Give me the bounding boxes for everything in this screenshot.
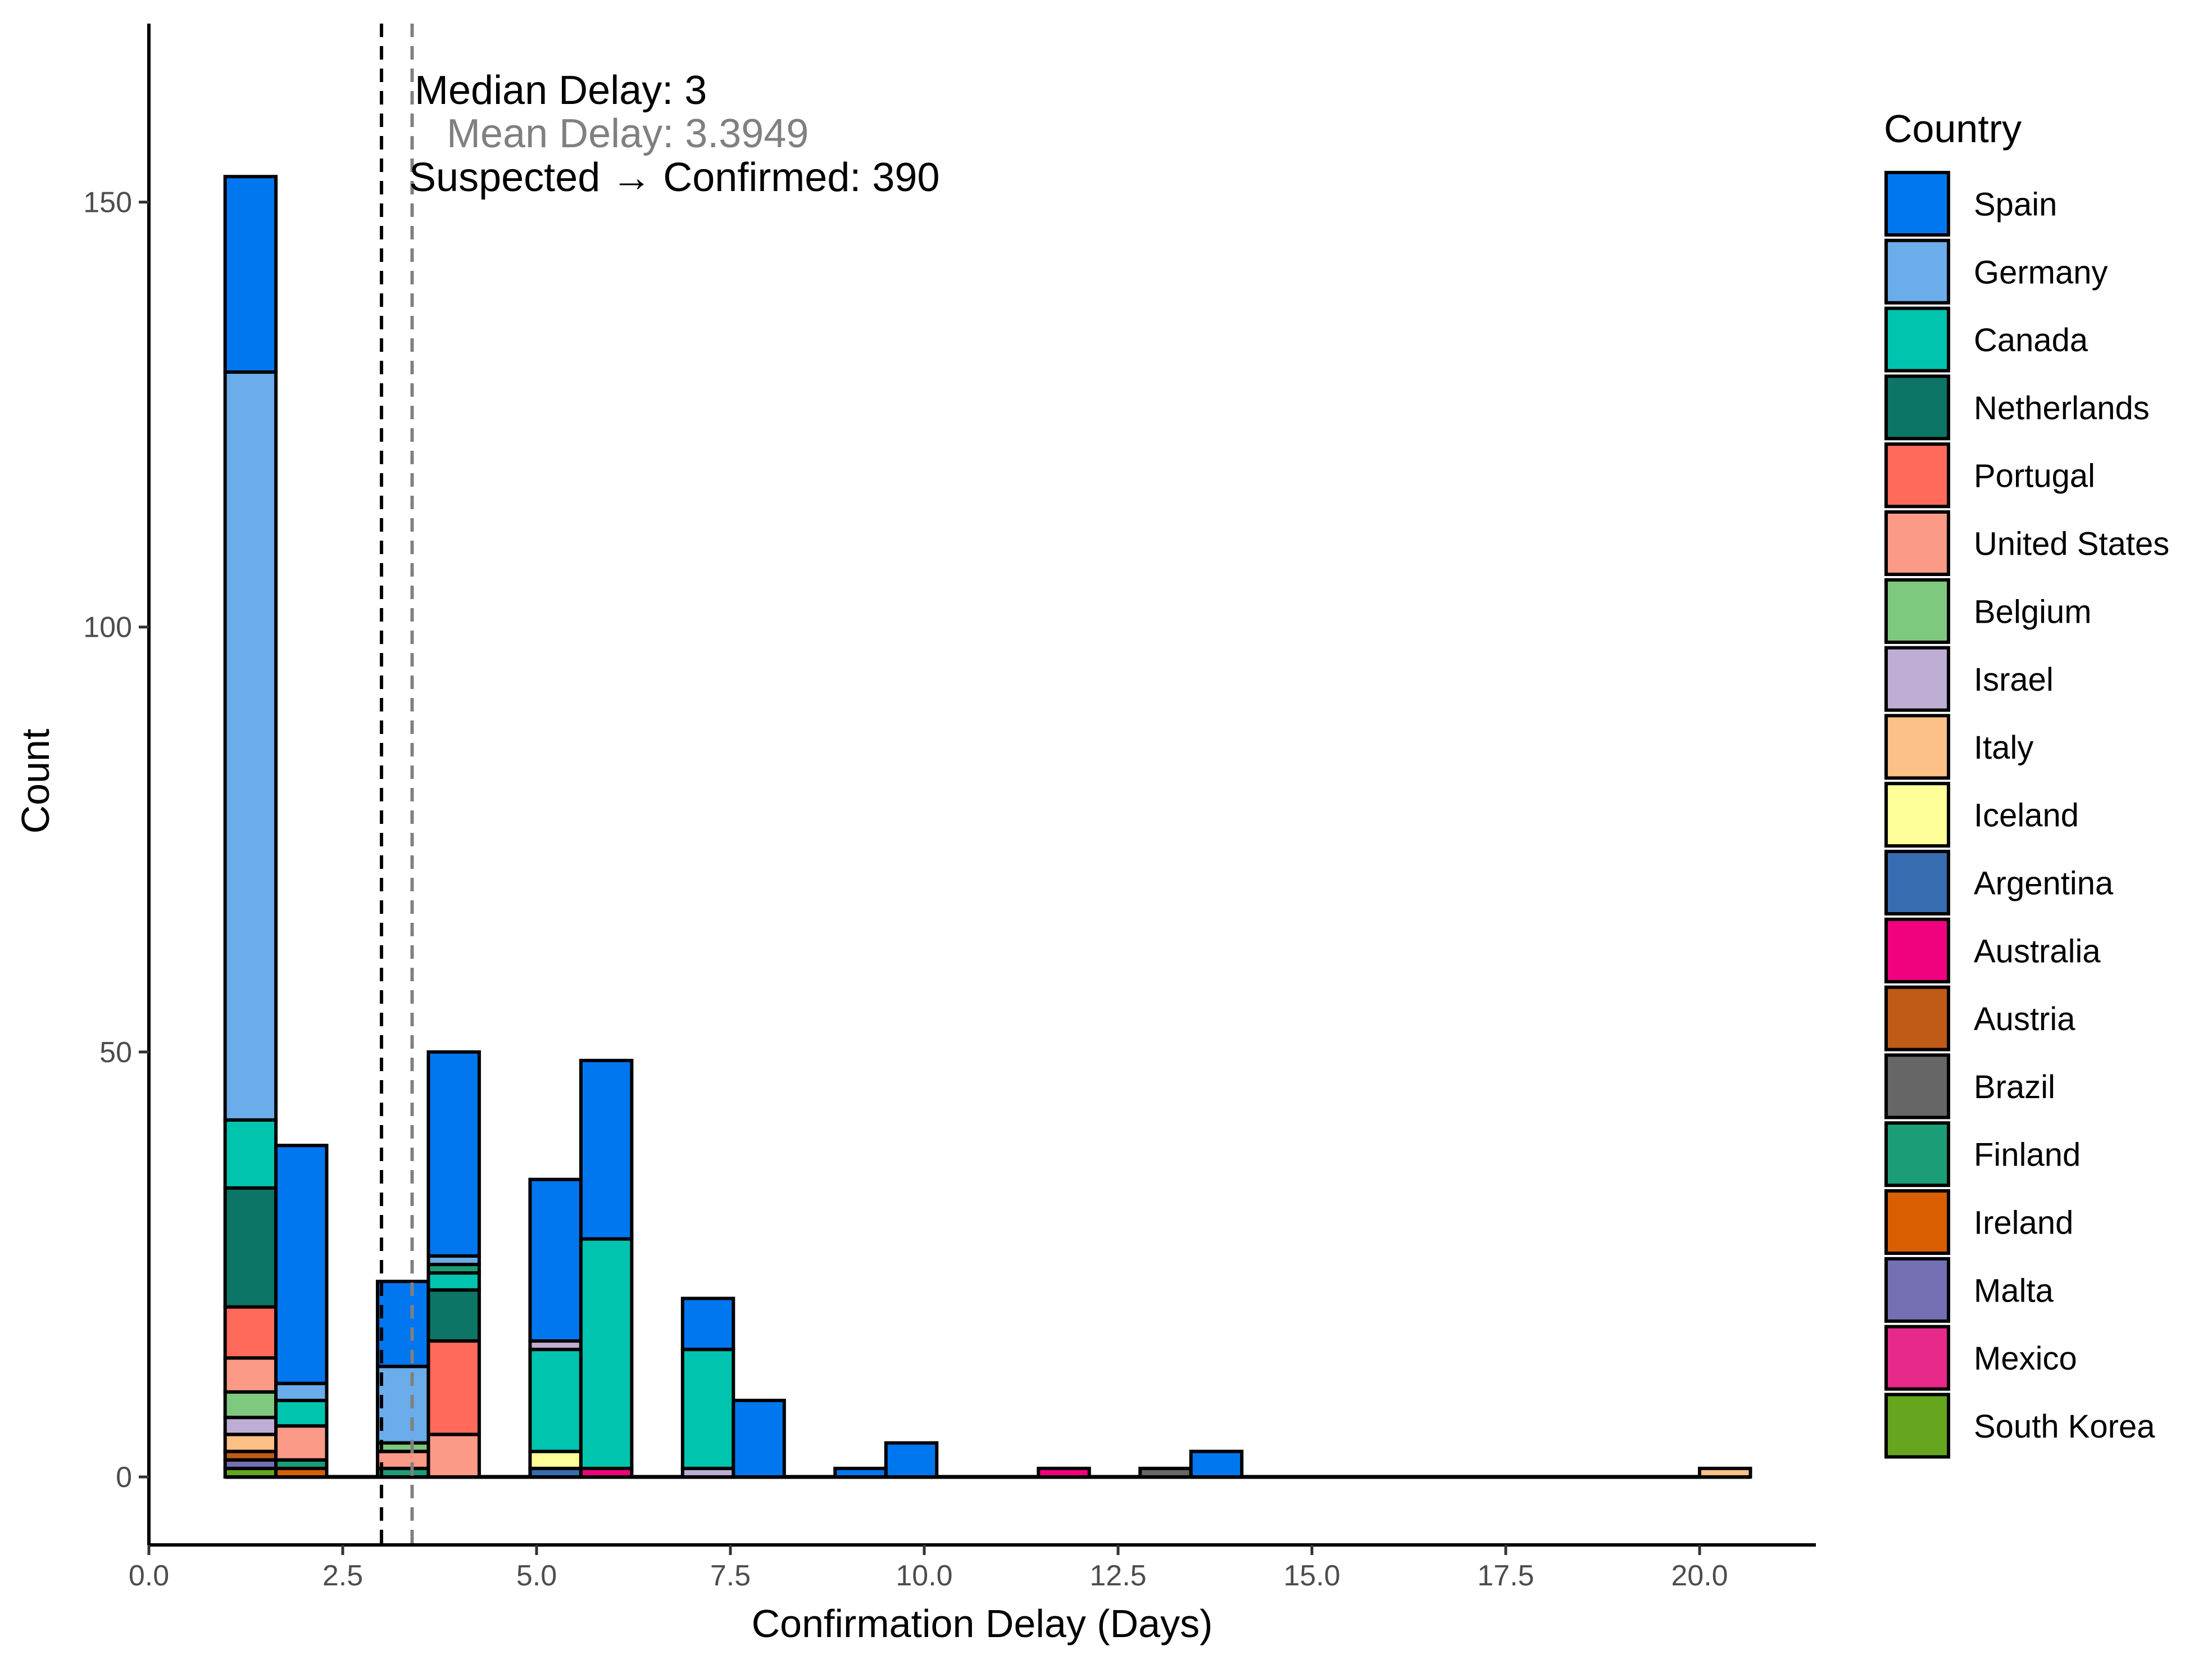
bar-segment-canada (426, 1271, 481, 1292)
bar-segment-spain (579, 1058, 634, 1241)
bar-segment-united-states (375, 1449, 430, 1470)
legend-key-south-korea (1884, 1393, 1950, 1459)
legend-label-netherlands: Netherlands (1974, 390, 2150, 427)
legend-label-south-korea: South Korea (1974, 1408, 2155, 1445)
x-tick-label: 5.0 (516, 1560, 557, 1592)
legend-label-italy: Italy (1974, 729, 2033, 766)
x-tick-label: 17.5 (1477, 1560, 1534, 1592)
legend-label-ireland: Ireland (1974, 1205, 2073, 1241)
bar-segment-australia (1037, 1466, 1091, 1479)
bar-segment-canada (579, 1237, 634, 1470)
legend-key-finland (1884, 1121, 1950, 1187)
legend-key-belgium (1884, 578, 1950, 644)
legend-key-mexico (1884, 1325, 1950, 1391)
legend-key-malta (1884, 1257, 1950, 1323)
y-tick-label: 0 (116, 1461, 132, 1494)
x-tick-label: 10.0 (896, 1560, 952, 1592)
x-tick-label: 12.5 (1089, 1560, 1146, 1592)
bar-segment-germany (274, 1381, 329, 1402)
bar-segment-spain (223, 175, 278, 374)
bar-segment-italy (223, 1433, 278, 1453)
bar-segment-united-states (426, 1433, 481, 1479)
legend-label-finland: Finland (1974, 1137, 2081, 1173)
bar-segment-canada (274, 1398, 329, 1428)
bar-segment-canada (680, 1348, 735, 1470)
bar-segment-spain (1189, 1449, 1244, 1479)
legend-key-germany (1884, 238, 1950, 305)
legend-label-germany: Germany (1974, 254, 2108, 291)
x-axis: 0.0 2.5 5.0 7.5 10.0 12.5 15.0 17.5 20.0 (129, 1543, 1816, 1592)
bar-segment-spain (528, 1177, 583, 1343)
count-annotation: Suspected → Confirmed: 390 (409, 155, 940, 200)
bar-segment-spain (732, 1398, 786, 1479)
bar-segment-germany (375, 1365, 430, 1445)
y-tick-label: 50 (99, 1036, 132, 1069)
legend-key-argentina (1884, 850, 1950, 915)
plot-area (223, 24, 1752, 1545)
bar-segment-portugal (426, 1339, 481, 1436)
legend-key-israel (1884, 646, 1950, 712)
y-axis-title: Count (13, 729, 57, 834)
bar-segment-belgium (223, 1390, 278, 1420)
legend-key-italy (1884, 714, 1950, 780)
bar-segment-spain (680, 1297, 735, 1352)
legend-key-australia (1884, 917, 1950, 983)
legend-key-netherlands (1884, 374, 1950, 441)
y-tick-label: 100 (83, 611, 132, 644)
y-axis: 0 50 100 150 (83, 24, 151, 1545)
bar-segment-netherlands (426, 1288, 481, 1343)
bar-segment-spain (426, 1050, 481, 1258)
legend-key-portugal (1884, 442, 1950, 509)
bar-segment-spain (274, 1144, 329, 1385)
legend-label-belgium: Belgium (1974, 593, 2092, 630)
x-tick-label: 15.0 (1283, 1560, 1340, 1592)
legend-label-argentina: Argentina (1974, 865, 2114, 902)
bar-segment-spain (884, 1441, 939, 1479)
legend-label-mexico: Mexico (1974, 1340, 2077, 1377)
x-tick-label: 7.5 (710, 1560, 751, 1592)
legend-label-brazil: Brazil (1974, 1069, 2055, 1105)
bar-segment-spain (833, 1466, 888, 1479)
legend-title: Country (1884, 107, 2022, 151)
legend-key-canada (1884, 306, 1950, 373)
bar-segment-united-states (274, 1424, 329, 1462)
bar-segment-portugal (223, 1305, 278, 1360)
bar-segment-italy (1698, 1466, 1752, 1479)
legend-label-canada: Canada (1974, 322, 2088, 359)
median-annotation: Median Delay: 3 (415, 68, 707, 113)
bar-segment-canada (528, 1348, 583, 1453)
legend-key-spain (1884, 171, 1950, 237)
legend-key-austria (1884, 985, 1950, 1051)
legend-key-iceland (1884, 782, 1950, 848)
bar-segment-united-states (223, 1356, 278, 1394)
bar-segment-netherlands (223, 1186, 278, 1309)
legend-key-ireland (1884, 1189, 1950, 1255)
mean-annotation: Mean Delay: 3.3949 (447, 111, 809, 156)
bar-segment-israel (223, 1416, 278, 1436)
legend-label-australia: Australia (1974, 933, 2101, 969)
legend: Country Spain Germany Canada Netherlands Por… (1884, 107, 2169, 1459)
x-tick-label: 20.0 (1671, 1560, 1728, 1592)
x-axis-title: Confirmation Delay (Days) (752, 1602, 1213, 1646)
x-tick-label: 0.0 (129, 1560, 169, 1592)
legend-label-malta: Malta (1974, 1272, 2054, 1309)
y-tick-label: 150 (83, 187, 132, 219)
legend-key-brazil (1884, 1053, 1950, 1119)
bar-segment-iceland (528, 1449, 583, 1470)
bar-segment-brazil (1138, 1466, 1193, 1479)
bar-segment-canada (223, 1118, 278, 1190)
legend-label-united-states: United States (1974, 526, 2169, 563)
x-tick-label: 2.5 (323, 1560, 363, 1592)
legend-label-austria: Austria (1974, 1001, 2075, 1037)
legend-label-portugal: Portugal (1974, 458, 2095, 495)
bar-segment-germany (223, 370, 278, 1122)
bar-segment-spain (375, 1280, 430, 1368)
legend-label-iceland: Iceland (1974, 797, 2079, 834)
legend-key-united-states (1884, 510, 1950, 576)
legend-label-spain: Spain (1974, 187, 2057, 223)
legend-label-israel: Israel (1974, 661, 2054, 698)
